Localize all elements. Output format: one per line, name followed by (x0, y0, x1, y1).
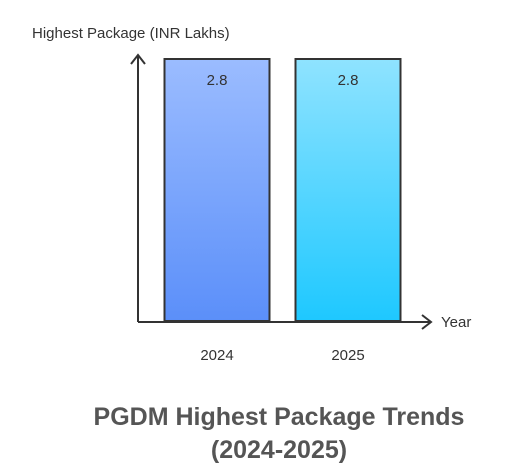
bar-value-label-2025: 2.8 (338, 72, 359, 89)
bar-value-label-2024: 2.8 (207, 72, 228, 89)
bar-2024 (163, 58, 271, 322)
chart-title: PGDM Highest Package Trends (94, 403, 465, 431)
bar-2025 (294, 58, 402, 322)
chart-subtitle: (2024-2025) (211, 436, 347, 464)
y-axis-label: Highest Package (INR Lakhs) (32, 25, 230, 42)
x-axis-label: Year (441, 314, 471, 331)
x-tick-label-2024: 2024 (200, 347, 233, 364)
bars-group: 2.8 2024 2.8 2025 (163, 58, 402, 364)
x-tick-label-2025: 2025 (331, 347, 364, 364)
y-axis-arrow-icon (130, 53, 146, 65)
x-axis-arrow-icon (421, 314, 433, 330)
